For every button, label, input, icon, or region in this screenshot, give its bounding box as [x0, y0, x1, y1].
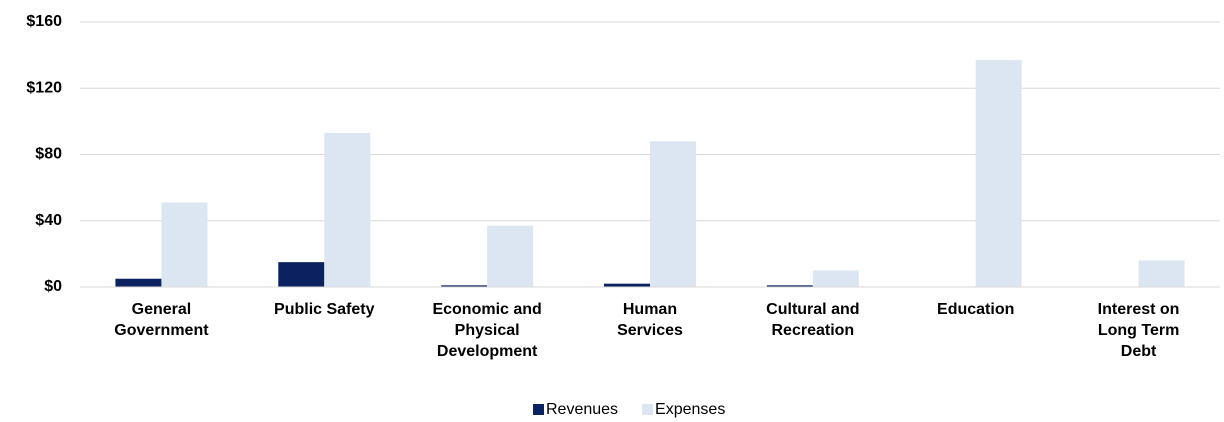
legend-label: Expenses [655, 401, 725, 418]
bar [115, 278, 162, 287]
bar [324, 132, 371, 287]
y-tick-label: $160 [26, 13, 62, 30]
bar [604, 283, 650, 287]
bar [1138, 260, 1185, 287]
x-tick-label: Human Services [617, 301, 683, 339]
x-tick-label: Education [937, 301, 1015, 318]
legend-swatch [533, 404, 544, 415]
bar [487, 225, 534, 287]
legend-label: Revenues [546, 401, 618, 418]
x-tick-label: Economic and Physical Development [432, 301, 542, 360]
bar [650, 141, 696, 287]
x-tick-label: Interest on Long Term Debt [1097, 301, 1180, 360]
y-tick-label: $80 [35, 146, 62, 163]
y-tick-label: $0 [44, 278, 62, 295]
y-tick-label: $40 [35, 212, 62, 229]
x-tick-label: Cultural and Recreation [766, 301, 860, 339]
bar [161, 202, 208, 287]
bar [441, 285, 488, 287]
bar [975, 60, 1022, 287]
x-tick-label: Public Safety [274, 301, 375, 318]
bar [812, 270, 859, 287]
legend-swatch [642, 404, 654, 415]
x-tick-label: General Government [114, 301, 209, 339]
bar [766, 285, 813, 287]
y-tick-label: $120 [26, 79, 62, 96]
bar [278, 262, 325, 287]
